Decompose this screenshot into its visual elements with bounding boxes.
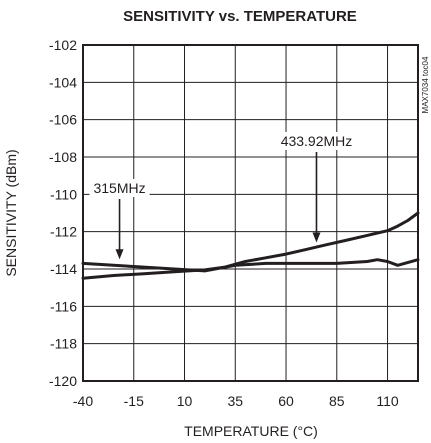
x-axis-label: TEMPERATURE (°C) [184, 423, 318, 439]
x-tick-label: -40 [73, 393, 93, 409]
y-tick-label: -104 [49, 74, 77, 90]
y-tick-label: -110 [50, 186, 77, 202]
plot-frame [82, 44, 419, 382]
x-tick-label: 60 [278, 393, 294, 409]
y-tick-label: -114 [50, 261, 77, 277]
x-tick-label: 110 [376, 393, 399, 409]
x-tick-label: -15 [124, 393, 144, 409]
chart-title: SENSITIVITY vs. TEMPERATURE [123, 8, 357, 25]
annotations: 315MHz 433.92MHz [89, 132, 357, 260]
annotation-label-bg [276, 132, 357, 150]
x-tick-label: 10 [177, 393, 193, 409]
series-line-1 [81, 211, 420, 280]
y-tick-labels: -102 -104 -106 -108 -110 -112 -114 -116 -118 -120 [49, 37, 77, 389]
y-tick-label: -106 [49, 112, 77, 128]
y-tick-label: -102 [49, 37, 77, 53]
grid-lines [82, 44, 418, 382]
x-tick-label: 35 [227, 393, 243, 409]
y-axis-label: SENSITIVITY (dBm) [3, 149, 19, 276]
annotation-label: 315MHz [93, 180, 145, 196]
y-tick-label: -120 [49, 373, 77, 389]
y-tick-label: -108 [49, 149, 77, 165]
annotation-label-bg [89, 179, 150, 197]
y-tick-label: -116 [50, 298, 77, 314]
annotation-arrow-head [115, 249, 124, 260]
annotation-arrow-head [312, 232, 321, 243]
x-tick-labels: -40 -15 10 35 60 85 110 [73, 393, 399, 409]
x-tick-label: 85 [329, 393, 345, 409]
y-tick-label: -112 [50, 224, 77, 240]
series-line-0 [81, 258, 420, 273]
series-lines [81, 211, 420, 280]
side-label: MAX7034 toc04 [421, 56, 430, 113]
y-tick-label: -118 [50, 336, 77, 352]
annotation-label: 433.92MHz [281, 133, 353, 149]
